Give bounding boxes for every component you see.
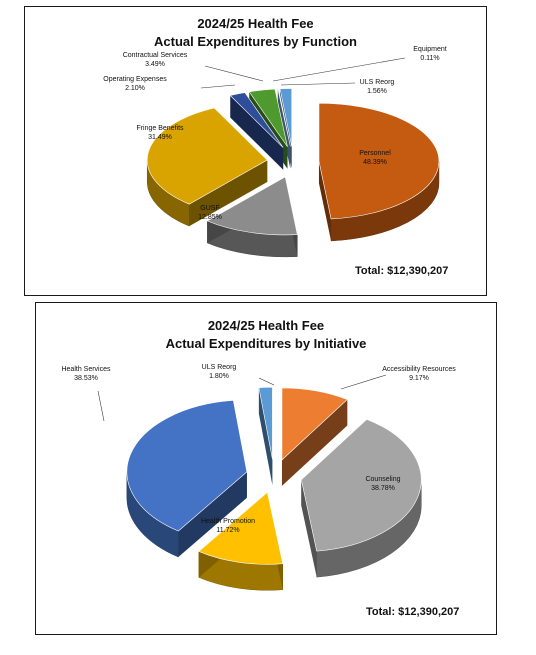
- slice-name-label: Operating Expenses: [103, 76, 167, 83]
- pie-chart-initiative: Accessibility Resources 9.17% Counseling 38…: [61, 364, 456, 591]
- pie-slice: [206, 176, 298, 258]
- slice-value-label: 38.78%: [371, 485, 395, 492]
- pie-slice: [300, 419, 422, 578]
- slice-name-label: ULS Reorg: [202, 364, 237, 371]
- leader-line: [272, 57, 406, 82]
- leader-line: [258, 377, 275, 386]
- leader-line: [204, 65, 264, 82]
- pie-chart-function: Personnel 48.39% GUSF 12.85% Fringe Benefits…: [103, 46, 447, 258]
- pie-slice-top: [258, 386, 273, 460]
- pie-slice-top: [281, 387, 348, 461]
- slice-value-label: 1.80%: [209, 373, 229, 380]
- chart-title: 2024/25 Health Fee: [197, 16, 314, 31]
- pie-slice-top: [248, 88, 288, 147]
- pie-slice-top: [126, 400, 248, 532]
- slice-value-label: 48.39%: [363, 159, 387, 166]
- pie-slice: [198, 491, 284, 591]
- slice-name-label: ULS Reorg: [360, 79, 395, 86]
- slice-value-label: 0.11%: [420, 55, 439, 62]
- pie-slice-top: [206, 176, 298, 236]
- chart-subtitle: Actual Expenditures by Function: [154, 34, 357, 49]
- pie-slice-top: [279, 88, 293, 147]
- slice-name-label: Contractual Services: [123, 52, 188, 59]
- pie-slice: [126, 400, 248, 558]
- pie-slice-top: [198, 491, 284, 565]
- pie-slice-top: [277, 88, 291, 147]
- slice-value-label: 38.53%: [74, 375, 98, 382]
- pie-slice-edge: [230, 95, 284, 170]
- chart-title: 2024/25 Health Fee: [207, 318, 325, 333]
- slice-value-label: 11.72%: [216, 527, 239, 534]
- slice-value-label: 12.85%: [198, 214, 222, 221]
- chart-subtitle: Actual Expenditures by Initiative: [165, 336, 367, 351]
- slice-name-label: Equipment: [413, 46, 447, 53]
- pie-slice-top: [300, 419, 422, 552]
- slice-name-label: Personnel: [359, 150, 391, 157]
- pie-slice: [146, 107, 268, 227]
- slice-value-label: 2.10%: [125, 85, 145, 92]
- slice-value-label: 1.56%: [367, 88, 387, 95]
- slice-name-label: Health Promotion: [201, 518, 255, 525]
- slice-value-label: 3.49%: [145, 61, 165, 68]
- slice-name-label: GUSF: [200, 205, 219, 212]
- leader-line: [200, 84, 236, 89]
- pie-slice: [281, 387, 348, 486]
- slice-name-label: Counseling: [365, 476, 400, 483]
- pie-slice: [258, 386, 273, 486]
- chart-panel-function: 2024/25 Health Fee Actual Expenditures b…: [24, 6, 487, 296]
- pie-slice: [318, 102, 440, 242]
- pie-slice-edge: [178, 471, 247, 558]
- slice-value-label: 9.17%: [409, 375, 429, 382]
- leader-line: [97, 390, 105, 422]
- pie-slice: [229, 92, 284, 170]
- chart-panel-initiative: 2024/25 Health Fee Actual Expenditures b…: [35, 302, 497, 635]
- pie-slice-top: [229, 92, 284, 148]
- slice-name-label: Accessibility Resources: [382, 366, 456, 373]
- pie-slice-edge: [281, 399, 348, 486]
- leader-line: [340, 374, 387, 390]
- pie-slice-edge: [301, 479, 317, 578]
- pie-slice-edge: [318, 161, 332, 241]
- slice-name-label: Fringe Benefits: [136, 125, 184, 132]
- total-label: Total: $12,390,207: [366, 606, 460, 618]
- pie-slice-top: [146, 107, 268, 205]
- leader-line: [280, 82, 356, 86]
- slice-name-label: Health Services: [61, 366, 111, 373]
- pie-slice-edge: [258, 387, 273, 486]
- total-label: Total: $12,390,207: [355, 265, 449, 277]
- pie-slice-edge: [189, 160, 268, 227]
- slice-value-label: 31.49%: [148, 134, 172, 141]
- pie-slice-top: [318, 102, 440, 220]
